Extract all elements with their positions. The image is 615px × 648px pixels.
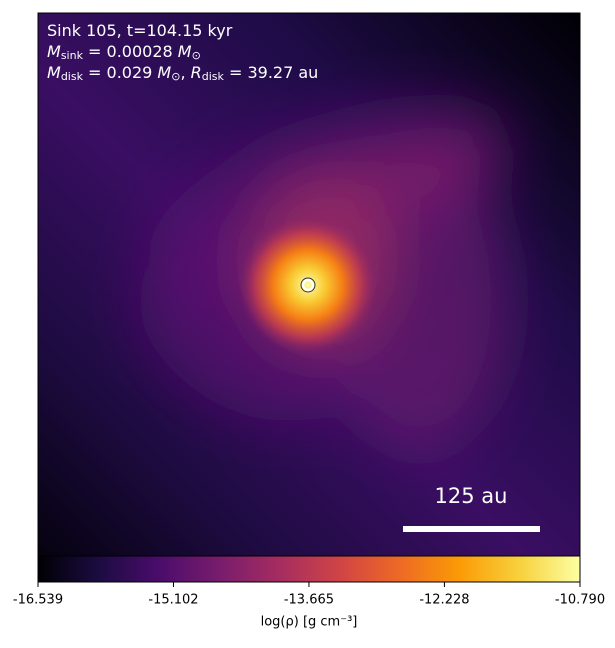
sink-outline (300, 277, 316, 293)
colorbar-tick-label: -13.665 (284, 593, 334, 608)
colorbar-tick-label: -10.790 (555, 593, 605, 608)
annotation-part: R (191, 63, 202, 82)
annotation: Sink 105, t=104.15 kyr Msink = 0.00028 M⊙… (47, 21, 318, 84)
annotation-part: disk (202, 70, 225, 83)
scale-bar-label: 125 au (435, 484, 508, 508)
colorbar-tick-label: -15.102 (148, 593, 198, 608)
annotation-part: sink (61, 49, 84, 62)
colorbar-tick-label: -12.228 (419, 593, 469, 608)
annotation-part: disk (61, 70, 84, 83)
density-map (38, 13, 580, 556)
colorbar-tick-label: -16.539 (13, 593, 63, 608)
annotation-part: = 0.00028 (83, 42, 178, 61)
annotation-part: Sink 105, t=104.15 kyr (47, 21, 233, 40)
annotation-part: M (157, 63, 171, 82)
sink-marker (301, 278, 315, 292)
colorbar (37, 555, 581, 583)
annotation-part: M (47, 63, 61, 82)
colorbar-label: log(ρ) [g cm⁻³] (261, 615, 358, 630)
annotation-part: ⊙ (171, 70, 180, 83)
annotation-part: = 39.27 au (224, 63, 318, 82)
scale-bar (403, 526, 540, 532)
annotation-part: M (178, 42, 192, 61)
annotation-part: M (47, 42, 61, 61)
annotation-part: , (180, 63, 190, 82)
annotation-part: = 0.029 (83, 63, 157, 82)
annotation-part: ⊙ (192, 49, 201, 62)
